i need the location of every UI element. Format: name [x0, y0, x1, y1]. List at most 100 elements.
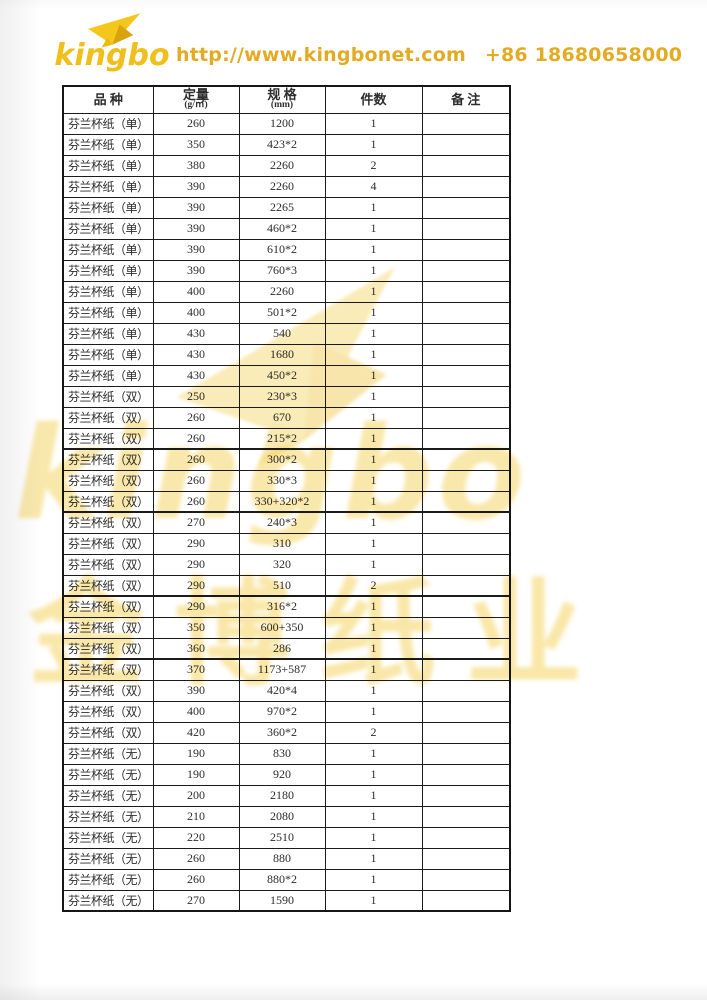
cell-grammage: 260 — [152, 427, 240, 450]
cell-pieces: 1 — [324, 637, 423, 660]
cell-pieces: 1 — [324, 385, 423, 408]
cell-variety: 芬兰杯纸（双） — [62, 700, 154, 723]
cell-grammage: 390 — [152, 217, 240, 240]
table-row: 芬兰杯纸（无） 220 2510 1 — [62, 826, 511, 849]
cell-remark — [421, 574, 511, 597]
cell-remark — [421, 868, 511, 891]
cell-pieces: 1 — [324, 238, 423, 261]
cell-remark — [421, 217, 511, 240]
cell-grammage: 420 — [152, 721, 240, 744]
table-row: 芬兰杯纸（单） 430 450*2 1 — [62, 364, 511, 387]
cell-pieces: 1 — [324, 448, 423, 471]
table-row: 芬兰杯纸（单） 350 423*2 1 — [62, 133, 511, 156]
table-header: 品 种 定量 (g/㎡) 规 格 (mm) 件数 备 注 — [62, 85, 511, 114]
cell-spec: 2180 — [238, 784, 326, 807]
table-row: 芬兰杯纸（单） 390 2260 4 — [62, 175, 511, 198]
cell-spec: 880 — [238, 847, 326, 870]
cell-pieces: 1 — [324, 469, 423, 492]
table-row: 芬兰杯纸（无） 210 2080 1 — [62, 805, 511, 828]
cell-spec: 600+350 — [238, 616, 326, 639]
table-row: 芬兰杯纸（双） 260 215*2 1 — [62, 427, 511, 450]
cell-grammage: 390 — [152, 259, 240, 282]
cell-pieces: 1 — [324, 322, 423, 345]
cell-pieces: 1 — [324, 700, 423, 723]
cell-pieces: 1 — [324, 742, 423, 765]
cell-pieces: 1 — [324, 343, 423, 366]
cell-remark — [421, 301, 511, 324]
cell-variety: 芬兰杯纸（单） — [62, 301, 154, 324]
cell-remark — [421, 847, 511, 870]
brand-logo-text: kingbo — [54, 38, 170, 73]
cell-remark — [421, 322, 511, 345]
cell-pieces: 1 — [324, 112, 423, 135]
cell-pieces: 1 — [324, 364, 423, 387]
table-row: 芬兰杯纸（双） 350 600+350 1 — [62, 616, 511, 639]
cell-pieces: 1 — [324, 217, 423, 240]
cell-remark — [421, 595, 511, 618]
col-header-pieces: 件数 — [324, 85, 423, 114]
cell-spec: 830 — [238, 742, 326, 765]
cell-remark — [421, 196, 511, 219]
cell-spec: 230*3 — [238, 385, 326, 408]
cell-pieces: 1 — [324, 427, 423, 450]
table-row: 芬兰杯纸（无） 200 2180 1 — [62, 784, 511, 807]
cell-pieces: 1 — [324, 784, 423, 807]
cell-variety: 芬兰杯纸（单） — [62, 343, 154, 366]
cell-spec: 215*2 — [238, 427, 326, 450]
cell-pieces: 1 — [324, 889, 423, 912]
cell-variety: 芬兰杯纸（单） — [62, 259, 154, 282]
cell-spec: 760*3 — [238, 259, 326, 282]
cell-variety: 芬兰杯纸（单） — [62, 154, 154, 177]
cell-variety: 芬兰杯纸（双） — [62, 385, 154, 408]
col-header-variety: 品 种 — [62, 85, 154, 114]
table-row: 芬兰杯纸（无） 190 830 1 — [62, 742, 511, 765]
website-text: http://www.kingbonet.com — [176, 44, 466, 66]
cell-grammage: 290 — [152, 574, 240, 597]
cell-remark — [421, 448, 511, 471]
cell-remark — [421, 763, 511, 786]
cell-variety: 芬兰杯纸（单） — [62, 217, 154, 240]
cell-spec: 310 — [238, 532, 326, 555]
cell-spec: 2510 — [238, 826, 326, 849]
table-row: 芬兰杯纸（双） 420 360*2 2 — [62, 721, 511, 744]
cell-spec: 920 — [238, 763, 326, 786]
cell-remark — [421, 700, 511, 723]
cell-remark — [421, 112, 511, 135]
cell-grammage: 290 — [152, 532, 240, 555]
cell-spec: 540 — [238, 322, 326, 345]
cell-variety: 芬兰杯纸（无） — [62, 868, 154, 891]
cell-remark — [421, 784, 511, 807]
cell-spec: 320 — [238, 553, 326, 576]
cell-remark — [421, 364, 511, 387]
cell-pieces: 1 — [324, 847, 423, 870]
cell-variety: 芬兰杯纸（单） — [62, 112, 154, 135]
table-row: 芬兰杯纸（双） 260 330+320*2 1 — [62, 490, 511, 513]
cell-grammage: 270 — [152, 889, 240, 912]
table-row: 芬兰杯纸（单） 400 501*2 1 — [62, 301, 511, 324]
cell-spec: 670 — [238, 406, 326, 429]
table-row: 芬兰杯纸（双） 370 1173+587 1 — [62, 658, 511, 681]
table-row: 芬兰杯纸（双） 260 670 1 — [62, 406, 511, 429]
cell-spec: 880*2 — [238, 868, 326, 891]
table-row: 芬兰杯纸（单） 260 1200 1 — [62, 112, 511, 135]
cell-spec: 450*2 — [238, 364, 326, 387]
cell-pieces: 1 — [324, 280, 423, 303]
cell-spec: 460*2 — [238, 217, 326, 240]
cell-grammage: 190 — [152, 763, 240, 786]
cell-pieces: 1 — [324, 595, 423, 618]
cell-remark — [421, 616, 511, 639]
cell-variety: 芬兰杯纸（单） — [62, 133, 154, 156]
cell-grammage: 260 — [152, 469, 240, 492]
cell-pieces: 1 — [324, 553, 423, 576]
cell-remark — [421, 532, 511, 555]
cell-remark — [421, 637, 511, 660]
cell-pieces: 1 — [324, 616, 423, 639]
cell-pieces: 1 — [324, 763, 423, 786]
cell-variety: 芬兰杯纸（双） — [62, 406, 154, 429]
cell-remark — [421, 511, 511, 534]
cell-variety: 芬兰杯纸（无） — [62, 847, 154, 870]
cell-grammage: 250 — [152, 385, 240, 408]
cell-grammage: 430 — [152, 343, 240, 366]
cell-remark — [421, 427, 511, 450]
